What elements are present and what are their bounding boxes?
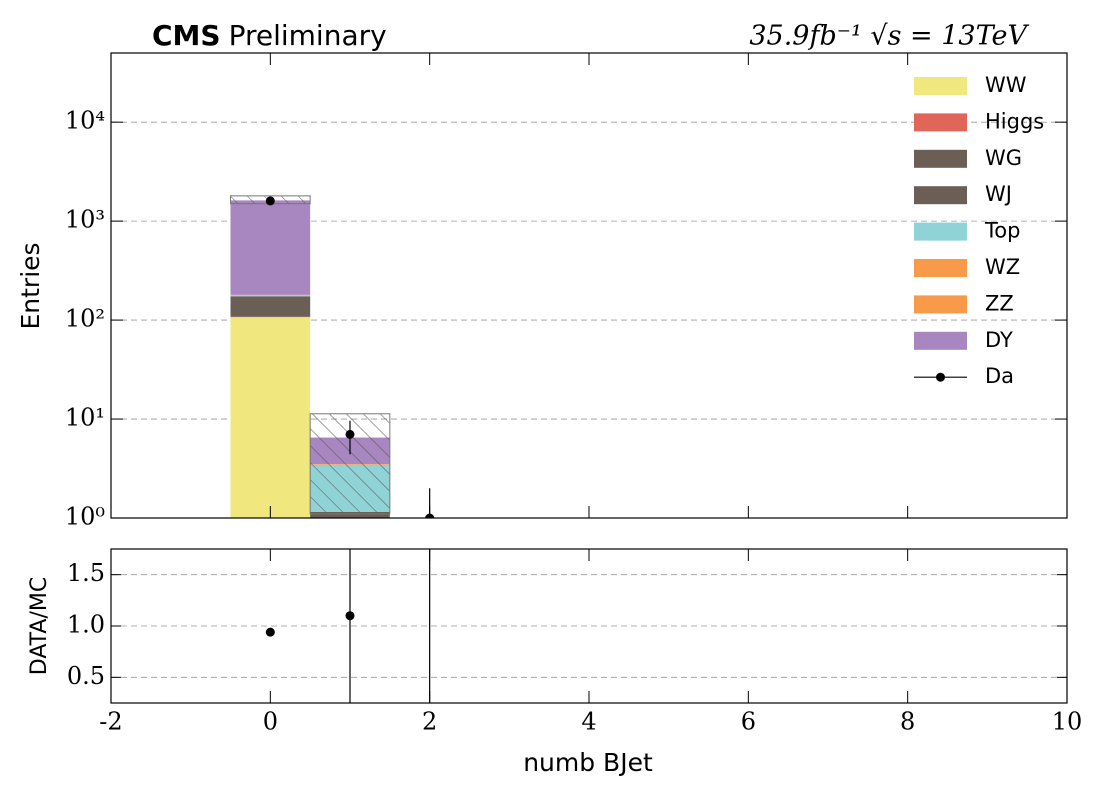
legend-label: DY: [985, 328, 1013, 352]
ratio-point: [265, 627, 275, 637]
legend-swatch: [914, 149, 967, 168]
y-tick-label: 1.0: [67, 611, 105, 639]
data-point: [265, 196, 275, 206]
main-plot: [111, 121, 1067, 518]
legend-swatch: [914, 295, 967, 314]
legend-swatch: [914, 259, 967, 277]
legend-swatch: [914, 77, 967, 95]
x-tick-label: -2: [99, 708, 122, 736]
x-tick-label: 6: [741, 708, 756, 736]
legend-marker: [936, 372, 945, 382]
axes: 10⁰ 10¹ 10² 10³ 10⁴ 0.5 1.0 1.5 -2 0 2 4 6 8 10: [65, 53, 1082, 736]
legend-label: WJ: [985, 182, 1012, 206]
y-tick-label: 10¹: [65, 404, 105, 432]
stack-segment: [230, 200, 311, 295]
legend-label: ZZ: [985, 291, 1014, 315]
legend-label: Higgs: [985, 109, 1044, 133]
stack-segment: [230, 296, 311, 316]
legend-swatch: [914, 186, 967, 205]
x-tick-label: 2: [422, 708, 437, 736]
stack-segment: [310, 511, 390, 518]
main-frame: [110, 52, 1068, 519]
legend-label: Top: [984, 219, 1020, 243]
x-tick-label: 4: [581, 708, 596, 736]
legend-label: WZ: [985, 255, 1020, 279]
stack-segment: [230, 317, 311, 518]
legend-swatch: [914, 222, 967, 241]
y-tick-label: 10⁰: [65, 503, 105, 531]
legend-swatch: [914, 113, 967, 132]
lumi: 35.9fb⁻¹ √s = 13TeV: [749, 21, 1029, 52]
ratio-plot: [111, 314, 1067, 703]
y-tick-label: 1.5: [67, 559, 105, 587]
legend-swatch: [914, 331, 967, 350]
ratio-frame: [110, 548, 1068, 704]
status: Preliminary: [229, 19, 387, 52]
x-tick-label: 0: [263, 708, 278, 736]
x-tick-label: 8: [900, 708, 915, 736]
y-tick-label: 10²: [65, 305, 105, 333]
y-tick-label: 10³: [65, 206, 105, 234]
experiment: CMS: [152, 19, 221, 52]
data-point: [345, 429, 355, 439]
legend-label: WW: [985, 73, 1027, 97]
stack-segment: [230, 315, 311, 317]
stack-segment: [230, 295, 311, 297]
x-tick-label: 10: [1052, 708, 1083, 736]
ratio-point: [345, 611, 355, 621]
ratio-point: [425, 314, 434, 323]
x-axis-label: numb BJet: [523, 748, 653, 777]
legend-label: WG: [985, 146, 1022, 170]
ratio-y-label: DATA/MC: [27, 577, 52, 675]
legend-label: Da: [985, 364, 1014, 388]
y-tick-label: 10⁴: [65, 107, 105, 135]
y-tick-label: 0.5: [67, 662, 105, 690]
plot-header: CMS Preliminary: [152, 19, 387, 52]
y-axis-label: Entries: [16, 242, 45, 329]
